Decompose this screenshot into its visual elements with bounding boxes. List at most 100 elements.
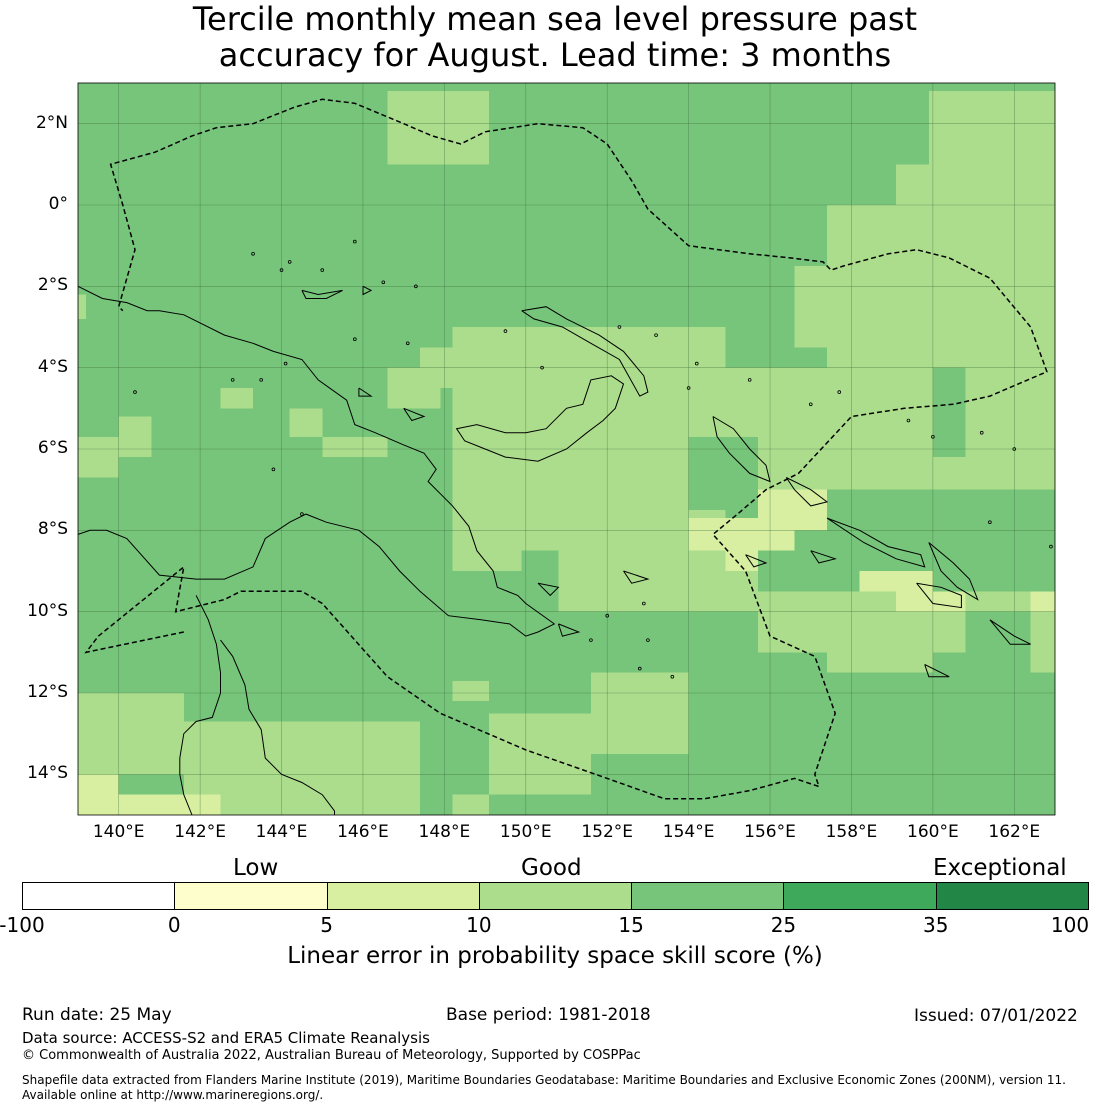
- islet: [808, 402, 813, 407]
- colorbar-swatch: [174, 882, 328, 910]
- islet: [747, 378, 752, 382]
- skill-cell: [452, 794, 490, 815]
- map-title-line1: Tercile monthly mean sea level pressure …: [192, 0, 918, 38]
- coastline: [220, 639, 335, 815]
- coastline: [712, 416, 771, 483]
- islet: [405, 341, 410, 346]
- colorbar-tick-label: 35: [922, 913, 949, 937]
- islet: [540, 365, 544, 370]
- latitude-label: 0°: [48, 194, 68, 214]
- coastline: [455, 375, 625, 462]
- colorbar-tick-label: 5: [320, 913, 333, 937]
- islet: [320, 268, 325, 272]
- run-date: Run date: 25 May: [22, 1005, 172, 1025]
- longitude-label: 152°E: [581, 822, 634, 842]
- coastline: [928, 542, 979, 601]
- skill-cell: [558, 550, 758, 612]
- colorbar-swatch: [326, 882, 480, 910]
- coastline: [77, 285, 556, 637]
- islet: [230, 378, 235, 382]
- longitude-label: 150°E: [499, 822, 552, 842]
- colorbar-swatch: [783, 882, 937, 910]
- skill-cell: [896, 164, 1055, 205]
- islet: [133, 390, 137, 394]
- copyright-note: © Commonwealth of Australia 2022, Austra…: [22, 1048, 641, 1063]
- skill-cell: [78, 693, 184, 775]
- skill-cell: [118, 416, 152, 458]
- islet: [589, 638, 593, 642]
- coastline: [989, 619, 1031, 645]
- coastline: [810, 550, 837, 564]
- latitude-label: 10°S: [27, 600, 68, 621]
- colorbar-swatch: [478, 882, 633, 910]
- skill-cell: [521, 550, 559, 571]
- coastline: [745, 554, 768, 568]
- coastline: [403, 407, 426, 422]
- colorbar-tick-label: 0: [167, 913, 181, 937]
- islet: [694, 361, 699, 366]
- eez-boundary-line: [84, 98, 1048, 800]
- coastline: [301, 289, 343, 299]
- skill-cell: [78, 436, 119, 478]
- map-border: [77, 82, 1056, 816]
- latitude-label: 12°S: [27, 682, 68, 702]
- longitude-label: 140°E: [92, 822, 145, 842]
- graticule: [78, 83, 1055, 815]
- islet: [287, 260, 292, 264]
- longitude-label: 160°E: [907, 822, 959, 842]
- longitude-label: 162°E: [988, 822, 1041, 842]
- data-source: Data source: ACCESS-S2 and ERA5 Climate …: [22, 1029, 430, 1047]
- skill-cell: [220, 388, 254, 409]
- skill-cell: [452, 148, 490, 165]
- skill-cell: [1030, 652, 1055, 673]
- islet: [503, 329, 508, 333]
- skill-cell: [688, 436, 758, 510]
- islet: [300, 512, 304, 516]
- coastlines: [77, 239, 1053, 816]
- skill-cell: [965, 611, 1031, 673]
- islet: [637, 666, 642, 671]
- islet: [283, 361, 288, 366]
- shapefile-url: Available online at http://www.marinereg…: [22, 1088, 324, 1102]
- islet: [670, 674, 675, 679]
- shapefile-note: Shapefile data extracted from Flanders M…: [22, 1073, 1066, 1087]
- skill-cell: [827, 571, 860, 592]
- skill-cell: [118, 794, 221, 815]
- map-title-line2: accuracy for August. Lead time: 3 months: [218, 36, 892, 74]
- islet: [837, 390, 842, 394]
- islet: [353, 337, 357, 342]
- islet: [605, 613, 610, 618]
- skill-cell: [932, 367, 966, 458]
- coastline: [623, 570, 650, 584]
- colorbar-swatch: [631, 882, 785, 910]
- colorbar-tick-label: 10: [466, 913, 492, 937]
- islet: [906, 418, 911, 423]
- latitude-label: 2°N: [35, 112, 68, 133]
- latitude-label: 2°S: [37, 275, 68, 296]
- longitude-label: 148°E: [418, 822, 471, 842]
- islet: [988, 520, 992, 524]
- islet: [1012, 447, 1017, 451]
- coastline: [916, 582, 962, 609]
- islet: [271, 467, 276, 472]
- skill-cell: [289, 408, 323, 437]
- coastline: [924, 664, 950, 678]
- skill-cell: [725, 367, 1055, 429]
- longitude-label: 156°E: [744, 822, 796, 842]
- coastline: [826, 517, 926, 568]
- islet: [414, 284, 418, 289]
- skill-cell: [794, 266, 1055, 348]
- colorbar-tick-label: 25: [770, 913, 797, 937]
- skill-cell: [1030, 591, 1055, 612]
- skill-cell: [590, 611, 726, 673]
- islet: [931, 434, 935, 439]
- skill-cell: [859, 571, 933, 592]
- skill-map: [77, 82, 1056, 816]
- category-exceptional: Exceptional: [933, 855, 1067, 881]
- colorbar-swatch: [22, 882, 176, 910]
- eez-boundary: [84, 98, 1048, 800]
- islet: [686, 386, 691, 390]
- longitude-label: 158°E: [825, 822, 878, 842]
- category-low: Low: [233, 855, 279, 881]
- skill-cell: [78, 294, 87, 319]
